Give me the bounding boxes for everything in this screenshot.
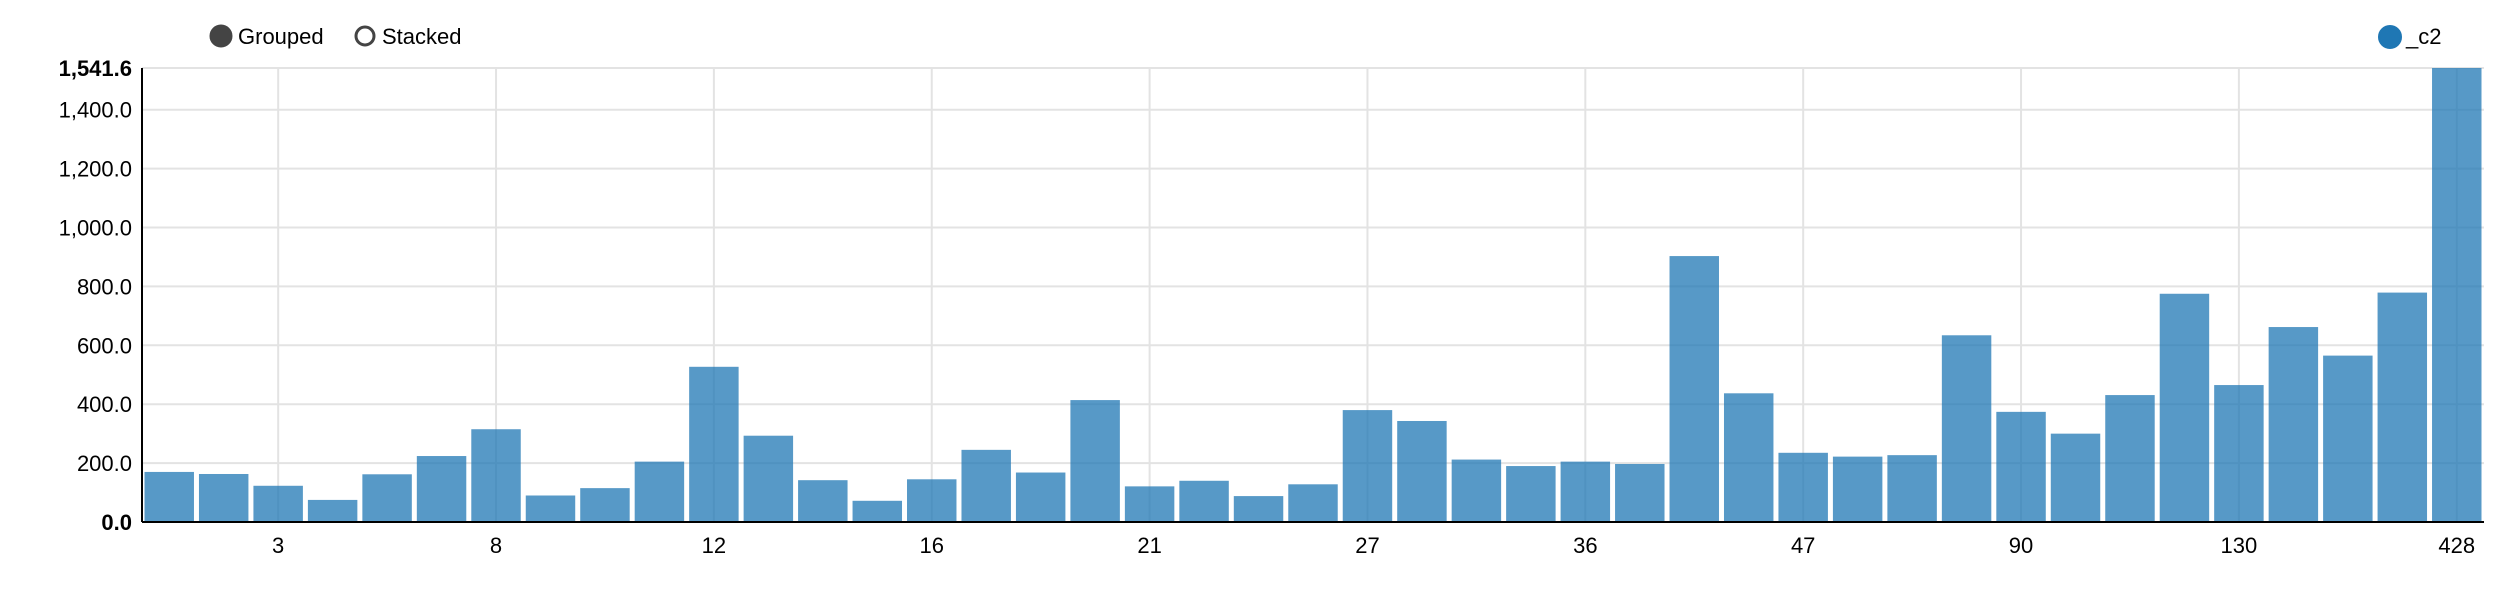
bar <box>580 488 630 522</box>
x-tick-label: 12 <box>702 533 726 558</box>
x-tick-label: 16 <box>920 533 944 558</box>
y-tick-label: 200.0 <box>77 451 132 476</box>
bar <box>689 366 739 522</box>
bar <box>1342 410 1393 522</box>
grouped-radio[interactable]: Grouped <box>209 24 324 49</box>
bar <box>253 485 303 522</box>
bar <box>907 479 957 522</box>
x-tick-label: 3 <box>272 533 284 558</box>
bars <box>144 68 2482 522</box>
grouped-radio-dot[interactable] <box>209 24 233 48</box>
bar <box>1832 456 1883 522</box>
x-tick-label: 8 <box>490 533 502 558</box>
y-tick-label: 800.0 <box>77 274 132 299</box>
bar <box>307 499 358 522</box>
bar <box>798 480 848 522</box>
y-tick-label: 1,200.0 <box>59 157 132 182</box>
bar <box>2323 355 2373 522</box>
bar <box>2105 395 2155 522</box>
bar <box>1124 486 1175 522</box>
bar <box>1669 256 1719 522</box>
bar <box>1233 496 1284 522</box>
bar <box>1615 463 1665 522</box>
y-tick-label: 400.0 <box>77 392 132 417</box>
bar <box>743 435 794 522</box>
bar <box>1996 411 2046 522</box>
chart-controls: Grouped Stacked <box>209 24 462 49</box>
grouped-radio-label[interactable]: Grouped <box>238 24 324 49</box>
bar <box>1397 420 1447 522</box>
bar <box>416 456 467 522</box>
bar <box>2268 327 2319 522</box>
bar <box>144 471 194 522</box>
bar <box>1887 455 1937 522</box>
stacked-radio-dot[interactable] <box>354 25 376 47</box>
x-tick-label: 428 <box>2438 533 2475 558</box>
legend-swatch[interactable] <box>2378 25 2402 49</box>
bar <box>634 461 685 522</box>
bar <box>525 495 576 522</box>
bar <box>1179 480 1229 522</box>
bar <box>1941 335 1992 522</box>
x-tick-label: 90 <box>2009 533 2033 558</box>
bar <box>1015 472 1066 522</box>
legend-label[interactable]: _c2 <box>2405 24 2441 49</box>
axes: 0.0 200.0 400.0 600.0 800.0 1,000.0 1,200.0 1,4… <box>59 56 2484 558</box>
bar <box>1723 393 1774 522</box>
y-tick-label: 600.0 <box>77 333 132 358</box>
bar <box>1560 461 1611 522</box>
stacked-radio-label[interactable]: Stacked <box>382 24 462 49</box>
legend: _c2 <box>2378 24 2441 49</box>
x-tick-label: 21 <box>1137 533 1161 558</box>
bar <box>1070 400 1120 522</box>
bar <box>2432 68 2482 522</box>
legend-item-c2[interactable]: _c2 <box>2378 24 2441 49</box>
x-tick-label: 47 <box>1791 533 1815 558</box>
x-tick-label: 27 <box>1355 533 1379 558</box>
bar <box>1506 466 1556 522</box>
bar <box>1778 452 1828 522</box>
bar <box>2214 385 2264 522</box>
y-tick-label: 0.0 <box>101 510 132 535</box>
bar <box>2159 293 2210 522</box>
bar <box>852 500 903 522</box>
bar <box>2377 292 2428 522</box>
bar <box>2050 433 2101 522</box>
x-tick-label: 130 <box>2221 533 2258 558</box>
bar <box>1288 484 1338 522</box>
bar <box>198 473 249 522</box>
y-tick-label: 1,541.6 <box>59 56 132 81</box>
bar <box>1451 459 1502 522</box>
stacked-radio[interactable]: Stacked <box>354 24 462 49</box>
bar <box>471 429 521 522</box>
bar <box>362 474 412 522</box>
y-tick-label: 1,000.0 <box>59 216 132 241</box>
bar <box>961 449 1011 522</box>
x-tick-label: 36 <box>1573 533 1597 558</box>
y-tick-label: 1,400.0 <box>59 98 132 123</box>
